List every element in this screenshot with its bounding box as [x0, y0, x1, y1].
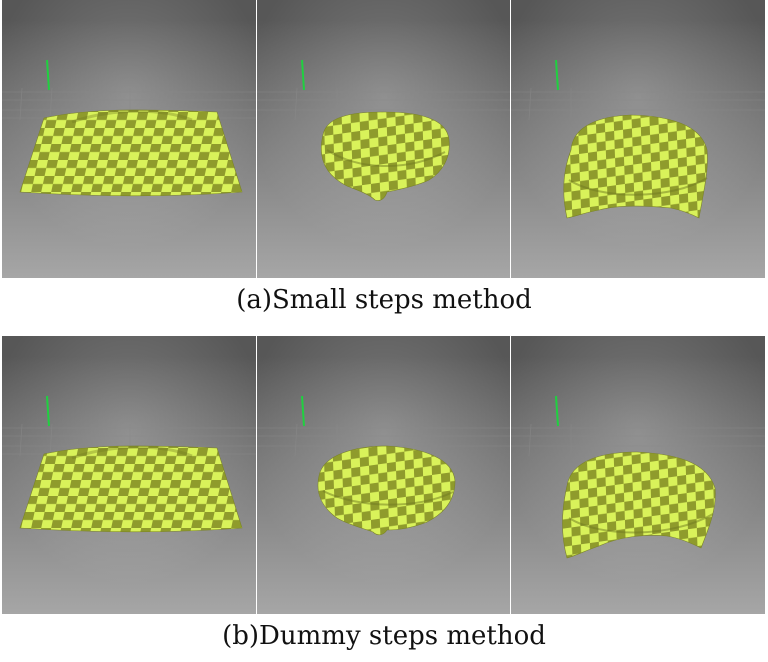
cloth-sheet-icon [19, 109, 243, 197]
cloth-drape-icon [562, 451, 716, 559]
render-cloth-drape-small [256, 336, 511, 614]
cloth-drape-icon [320, 111, 450, 201]
panel-cloth-drape-small [256, 336, 511, 614]
cloth-drape-icon [563, 114, 709, 219]
axis-line-icon [300, 59, 305, 91]
cloth-drape-icon [317, 445, 455, 536]
panel-cloth-drape-small [256, 0, 511, 278]
figure-caption: (a)Small steps method [236, 285, 532, 315]
axis-line-icon [46, 59, 50, 91]
cloth-sheet-icon [19, 445, 243, 533]
panel-flat-sheet [2, 0, 256, 278]
render-cloth-drape-large [511, 0, 766, 278]
render-strip-a [2, 0, 766, 278]
axis-line-icon [46, 395, 50, 427]
render-cloth-drape-small [256, 0, 511, 278]
panel-flat-sheet [2, 336, 256, 614]
axis-line-icon [555, 395, 560, 427]
panel-cloth-drape-large [511, 336, 766, 614]
panel-cloth-drape-large [511, 0, 766, 278]
figure-caption: (b)Dummy steps method [222, 621, 546, 651]
render-strip-b [2, 336, 766, 614]
render-cloth-drape-large [511, 336, 766, 614]
render-flat-sheet [2, 0, 256, 278]
axis-line-icon [300, 395, 305, 427]
axis-line-icon [555, 59, 560, 91]
render-flat-sheet [2, 336, 256, 614]
